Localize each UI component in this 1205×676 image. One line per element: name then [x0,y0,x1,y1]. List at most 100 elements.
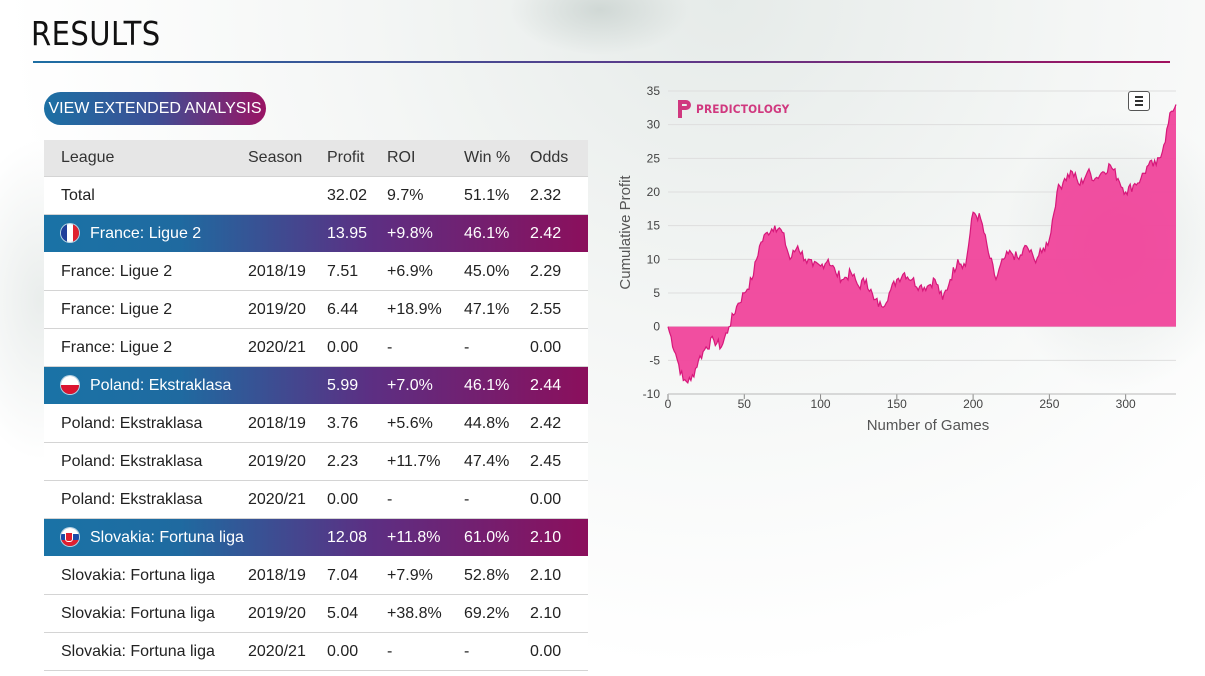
results-table: League Season Profit ROI Win % Odds Tota… [44,140,588,671]
league-name: Poland: Ekstraklasa [90,377,232,394]
chart-menu-button[interactable] [1128,91,1150,111]
y-tick-label: -10 [643,387,661,401]
cell-profit: 3.76 [327,404,387,443]
y-axis-ticks: 35 30 25 20 15 10 5 0 -5 -10 [643,84,661,401]
cell-profit: 7.04 [327,556,387,595]
league-group-row-slovakia[interactable]: Slovakia: Fortuna liga 12.08 +11.8% 61.0… [44,518,588,557]
cell-odds: 0.00 [530,632,588,671]
table-row: Slovakia: Fortuna liga 2020/21 0.00 - - … [44,632,588,671]
menu-icon-bar [1135,104,1143,106]
total-row: Total 32.02 9.7% 51.1% 2.32 [44,176,588,215]
y-tick-label: 0 [653,320,660,334]
group-profit: 5.99 [327,366,387,405]
group-season [248,366,327,405]
cell-win-pct: - [464,480,530,519]
page-title: RESULTS [31,14,161,53]
y-tick-label: -5 [649,353,660,367]
cell-league: Slovakia: Fortuna liga [44,632,248,671]
x-tick-label: 200 [963,397,983,411]
cell-league: Poland: Ekstraklasa [44,480,248,519]
group-win-pct: 46.1% [464,214,530,253]
cell-season: 2019/20 [248,594,327,633]
y-axis-label: Cumulative Profit [617,175,634,290]
cell-league: France: Ligue 2 [44,290,248,329]
table-header-row: League Season Profit ROI Win % Odds [44,140,588,177]
group-odds: 2.42 [530,214,588,253]
table-row: Poland: Ekstraklasa 2020/21 0.00 - - 0.0… [44,480,588,519]
table-row: Slovakia: Fortuna liga 2019/20 5.04 +38.… [44,594,588,633]
x-axis-ticks: 0 50 100 150 200 250 300 [665,394,1136,411]
column-header-win-pct[interactable]: Win % [464,140,530,177]
column-header-league[interactable]: League [44,140,248,177]
cell-profit: 2.23 [327,442,387,481]
league-group-row-france[interactable]: France: Ligue 2 13.95 +9.8% 46.1% 2.42 [44,214,588,253]
group-season [248,214,327,253]
league-group-name: Slovakia: Fortuna liga [44,518,248,557]
cell-roi: - [387,328,464,367]
predictology-logo-icon [678,100,691,118]
total-odds: 2.32 [530,176,588,215]
y-tick-label: 25 [647,151,661,165]
table-row: France: Ligue 2 2020/21 0.00 - - 0.00 [44,328,588,367]
x-tick-label: 250 [1039,397,1059,411]
cell-odds: 0.00 [530,480,588,519]
league-name: Slovakia: Fortuna liga [90,529,244,546]
profit-area [668,104,1176,383]
menu-icon-bar [1135,100,1143,102]
title-divider [33,61,1170,63]
cell-roi: +18.9% [387,290,464,329]
cell-roi: +5.6% [387,404,464,443]
cell-win-pct: 44.8% [464,404,530,443]
cell-profit: 6.44 [327,290,387,329]
cell-season: 2020/21 [248,328,327,367]
league-name: France: Ligue 2 [90,225,202,242]
cell-win-pct: 45.0% [464,252,530,291]
group-odds: 2.44 [530,366,588,405]
x-tick-label: 50 [738,397,752,411]
cell-league: Poland: Ekstraklasa [44,404,248,443]
cell-league: Slovakia: Fortuna liga [44,594,248,633]
y-tick-label: 30 [647,118,661,132]
column-header-roi[interactable]: ROI [387,140,464,177]
cell-odds: 2.45 [530,442,588,481]
cell-roi: - [387,480,464,519]
column-header-profit[interactable]: Profit [327,140,387,177]
cell-season: 2020/21 [248,480,327,519]
cell-season: 2019/20 [248,290,327,329]
y-tick-label: 15 [647,219,661,233]
table-row: France: Ligue 2 2019/20 6.44 +18.9% 47.1… [44,290,588,329]
cell-odds: 2.42 [530,404,588,443]
group-roi: +7.0% [387,366,464,405]
total-roi: 9.7% [387,176,464,215]
cell-league: Poland: Ekstraklasa [44,442,248,481]
view-extended-analysis-button[interactable]: VIEW EXTENDED ANALYSIS [44,92,266,125]
flag-poland-icon [61,376,79,394]
group-profit: 12.08 [327,518,387,557]
league-group-row-poland[interactable]: Poland: Ekstraklasa 5.99 +7.0% 46.1% 2.4… [44,366,588,405]
cell-odds: 2.10 [530,556,588,595]
cell-roi: +38.8% [387,594,464,633]
cell-win-pct: - [464,632,530,671]
cell-odds: 2.10 [530,594,588,633]
total-win-pct: 51.1% [464,176,530,215]
cell-season: 2018/19 [248,252,327,291]
logo-text: PREDICTOLOGY [696,102,790,116]
cell-roi: +7.9% [387,556,464,595]
column-header-odds[interactable]: Odds [530,140,588,177]
total-profit: 32.02 [327,176,387,215]
table-row: Poland: Ekstraklasa 2018/19 3.76 +5.6% 4… [44,404,588,443]
group-win-pct: 46.1% [464,366,530,405]
table-row: Slovakia: Fortuna liga 2018/19 7.04 +7.9… [44,556,588,595]
cell-roi: - [387,632,464,671]
cell-win-pct: 47.1% [464,290,530,329]
total-label: Total [44,176,248,215]
cell-profit: 0.00 [327,632,387,671]
table-row: Poland: Ekstraklasa 2019/20 2.23 +11.7% … [44,442,588,481]
x-tick-label: 100 [811,397,831,411]
column-header-season[interactable]: Season [248,140,327,177]
cell-season: 2018/19 [248,556,327,595]
profit-line [667,104,1177,385]
cell-roi: +6.9% [387,252,464,291]
x-tick-label: 150 [887,397,907,411]
cell-league: Slovakia: Fortuna liga [44,556,248,595]
